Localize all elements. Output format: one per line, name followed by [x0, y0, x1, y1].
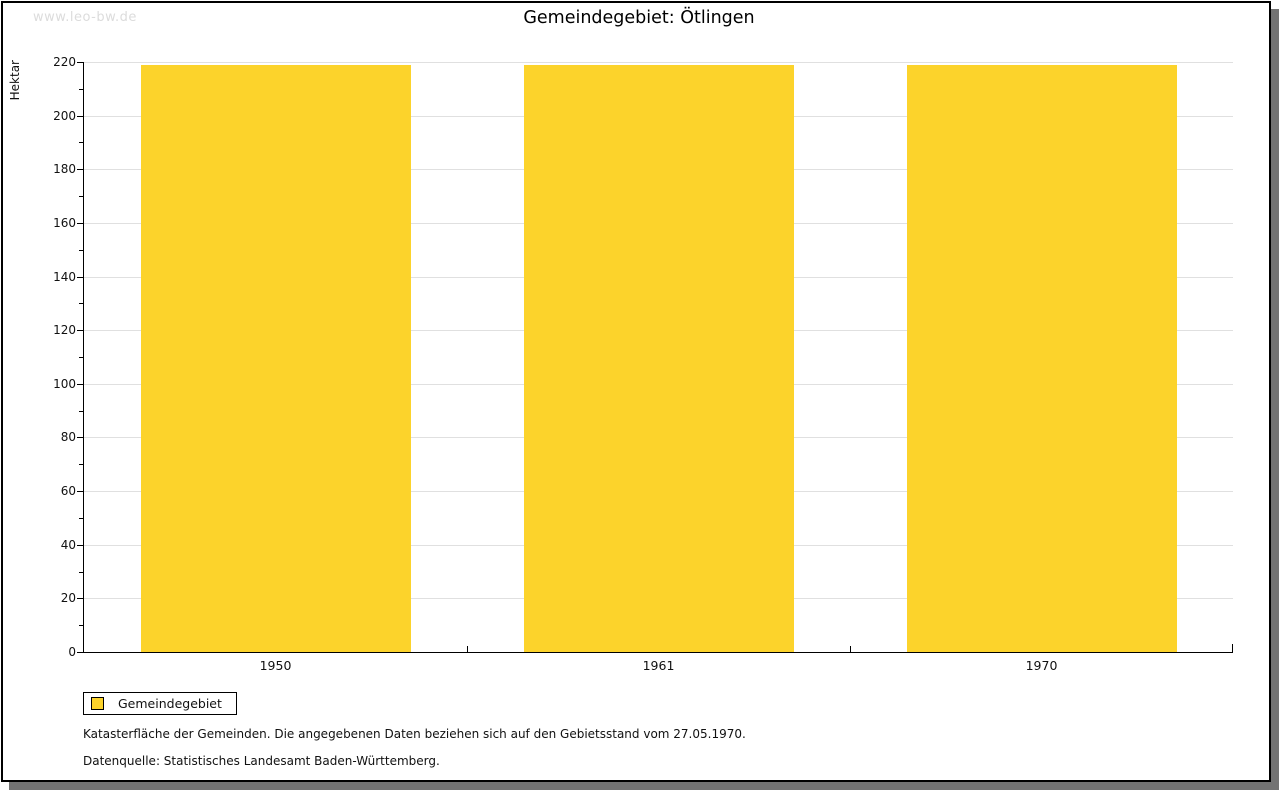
- y-minor-tick: [79, 357, 83, 358]
- y-tick-label: 60: [60, 484, 76, 499]
- x-tick-label: 1950: [259, 658, 292, 673]
- y-minor-tick: [79, 196, 83, 198]
- bar-1961: [523, 64, 794, 652]
- bar-1970: [906, 64, 1177, 652]
- y-major-tick: [77, 62, 83, 63]
- y-major-tick: [77, 169, 83, 171]
- y-tick-label: 40: [60, 537, 76, 552]
- y-minor-tick: [79, 464, 83, 466]
- y-tick-label: 0: [68, 645, 76, 659]
- y-major-tick: [77, 330, 83, 332]
- chart-frame: www.leo-bw.de Gemeindegebiet: Ötlingen H…: [1, 1, 1271, 782]
- y-major-tick: [77, 544, 83, 546]
- chart-title: Gemeindegebiet: Ötlingen: [523, 8, 755, 28]
- y-major-tick: [77, 598, 83, 600]
- y-tick-label: 220: [53, 55, 76, 69]
- y-minor-tick: [79, 410, 83, 412]
- gridline: [84, 62, 1233, 63]
- y-major-tick: [77, 652, 83, 653]
- y-minor-tick: [79, 88, 83, 90]
- y-minor-tick: [79, 517, 83, 519]
- y-axis-line: [83, 62, 84, 652]
- y-major-tick: [77, 222, 83, 224]
- y-major-tick: [77, 437, 83, 439]
- y-major-tick: [77, 276, 83, 278]
- footnote-datenquelle: Datenquelle: Statistisches Landesamt Bad…: [83, 754, 440, 768]
- y-minor-tick: [79, 303, 83, 305]
- y-major-tick: [77, 115, 83, 117]
- x-axis-line: [83, 652, 1233, 653]
- y-tick-label: 20: [60, 591, 76, 606]
- footnote-gebietsstand: Katasterfläche der Gemeinden. Die angege…: [83, 727, 746, 741]
- x-axis-right-cap: [1232, 644, 1233, 653]
- y-tick-label: 200: [53, 108, 76, 123]
- x-tick-label: 1961: [642, 658, 675, 673]
- legend-box: Gemeindegebiet: [83, 692, 237, 715]
- y-major-tick: [77, 383, 83, 385]
- bar-1950: [140, 64, 411, 652]
- y-tick-label: 120: [53, 323, 76, 338]
- watermark: www.leo-bw.de: [33, 10, 137, 25]
- y-major-tick: [77, 491, 83, 493]
- x-boundary-tick: [467, 646, 468, 652]
- y-tick-label: 160: [53, 215, 76, 230]
- y-tick-label: 180: [53, 162, 76, 177]
- y-tick-label: 80: [60, 430, 76, 445]
- legend-label: Gemeindegebiet: [118, 696, 222, 711]
- y-minor-tick: [79, 571, 83, 573]
- y-tick-label: 100: [53, 376, 76, 391]
- y-minor-tick: [79, 625, 83, 627]
- plot-area: 0 20 40 60 80 100 120 140 160 180 200 220 1950 1961 19…: [53, 55, 1233, 673]
- x-tick-label: 1970: [1025, 658, 1058, 673]
- y-minor-tick: [79, 142, 83, 144]
- y-minor-tick: [79, 249, 83, 251]
- x-boundary-tick: [850, 646, 851, 652]
- legend-swatch: [91, 697, 104, 710]
- y-tick-label: 140: [53, 269, 76, 284]
